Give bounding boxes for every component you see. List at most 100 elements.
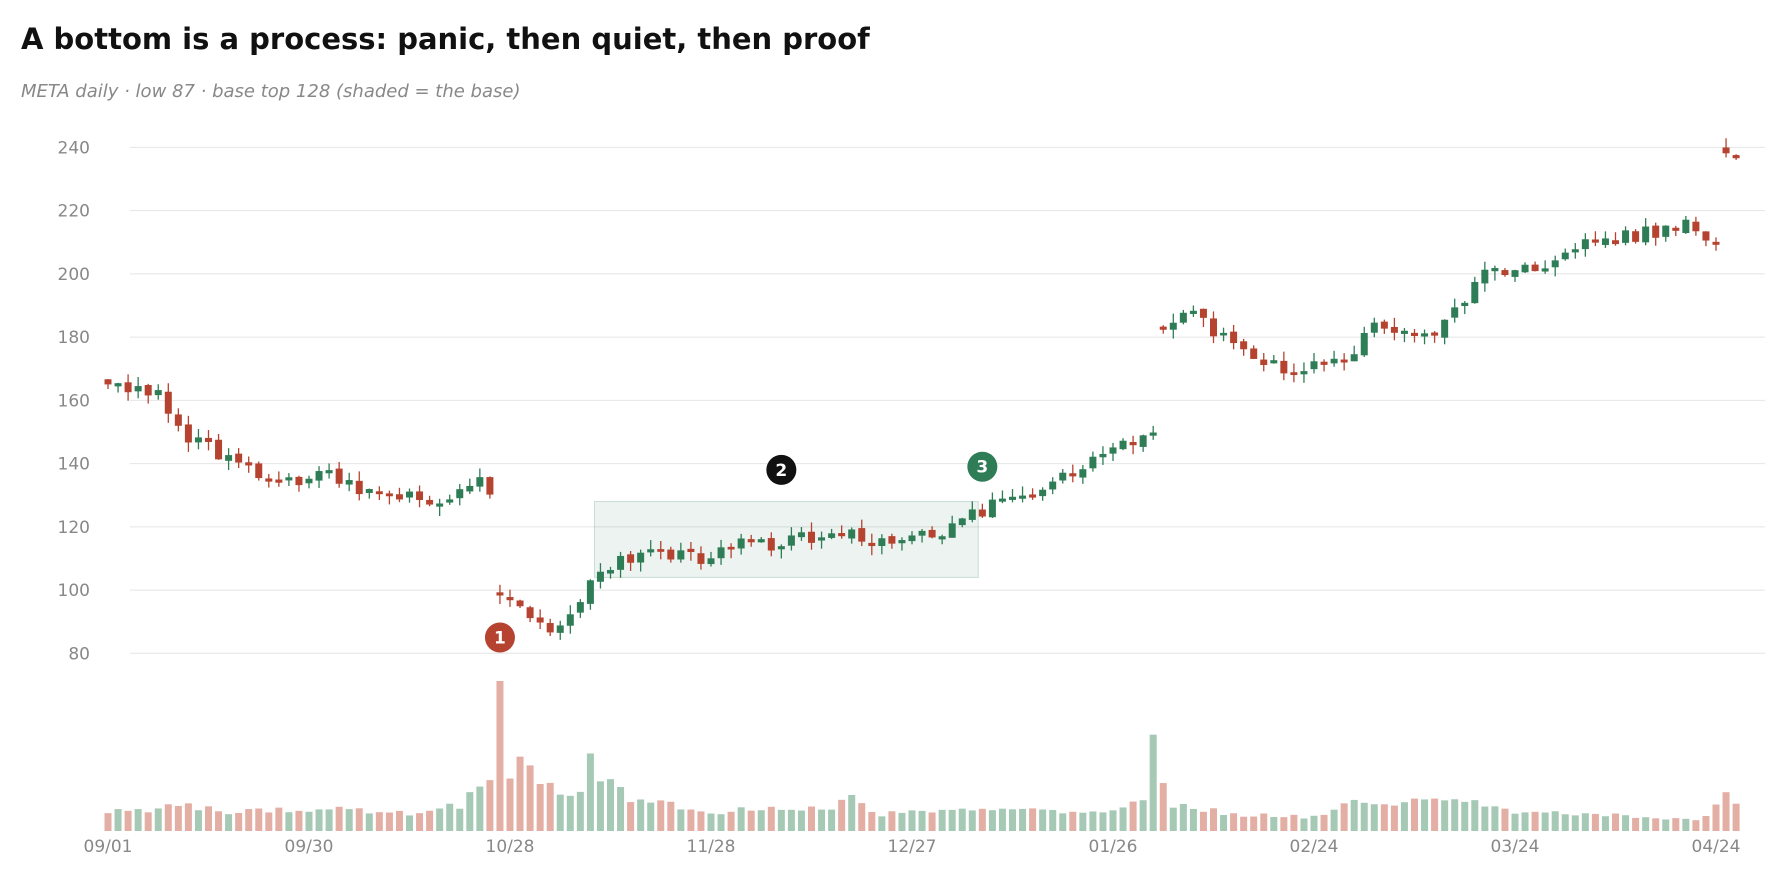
volume-bar: [1561, 814, 1569, 831]
volume-bar: [1320, 814, 1328, 831]
candle-body: [1672, 227, 1680, 231]
candle-body: [1149, 432, 1157, 436]
base-layer: [593, 501, 979, 578]
candle-body: [1210, 318, 1217, 337]
candle-body: [416, 491, 424, 501]
volume-bar: [1652, 818, 1660, 831]
volume-bar: [1199, 811, 1207, 831]
candle-body: [516, 600, 524, 607]
y-tick-label: 80: [68, 644, 90, 664]
candle-body: [1350, 354, 1358, 362]
volume-bar: [767, 806, 775, 831]
candle-body: [757, 539, 765, 543]
volume-bar: [1139, 800, 1147, 831]
candle-body: [1652, 225, 1660, 238]
candle-body: [948, 523, 956, 538]
volume-bar: [194, 810, 202, 831]
candle-body: [406, 491, 413, 498]
volume-bar: [1220, 814, 1228, 831]
volume-bar: [114, 809, 122, 831]
volume-bar: [154, 808, 162, 831]
volume-bar: [1280, 817, 1288, 831]
volume-bar: [1370, 804, 1378, 831]
volume-bar: [908, 810, 916, 831]
candle-body: [566, 614, 574, 626]
chart-title: A bottom is a process: panic, then quiet…: [21, 22, 870, 56]
volume-bar: [345, 809, 353, 831]
candle-body: [727, 546, 735, 550]
candle-body: [345, 480, 353, 485]
candle-body: [1702, 231, 1710, 241]
candle-body: [1310, 361, 1318, 370]
volume-bar: [134, 809, 142, 831]
candle-body: [938, 536, 946, 540]
volume-bar: [1411, 798, 1418, 831]
volume-bar: [295, 810, 303, 831]
x-tick-label: 12/27: [888, 837, 937, 857]
volume-bar: [265, 812, 273, 831]
volume-bar: [1390, 805, 1398, 831]
volume-bar: [456, 808, 464, 831]
volume-bar: [1732, 803, 1740, 831]
volume-bar: [1451, 799, 1459, 831]
candle-body: [1129, 442, 1137, 446]
candle-body: [828, 533, 836, 538]
candle-body: [104, 379, 112, 385]
candle-body: [295, 476, 303, 486]
candle-body: [1290, 372, 1298, 376]
volume-bar: [556, 794, 564, 831]
volume-bar: [1441, 800, 1449, 831]
candles: [104, 138, 1740, 640]
candle-body: [305, 478, 313, 484]
candle-body: [657, 549, 665, 552]
y-tick-label: 220: [58, 202, 90, 222]
volume-bar: [1421, 799, 1429, 831]
x-tick-label: 02/24: [1290, 837, 1339, 857]
volume-bar: [1149, 734, 1157, 831]
volume-bar: [1380, 804, 1388, 831]
candle-body: [998, 498, 1006, 502]
candle-body: [617, 555, 625, 570]
candle-body: [124, 382, 132, 393]
grid-layer: [130, 146, 1765, 654]
chart-subtitle: META daily · low 87 · base top 128 (shad…: [21, 81, 521, 102]
volume-bar: [1511, 813, 1519, 831]
candle-body: [988, 499, 996, 518]
marker-circle: [484, 622, 515, 653]
volume-bar: [918, 810, 926, 831]
candle-body: [1471, 282, 1479, 304]
volume-bar: [576, 791, 584, 831]
candle-body: [556, 625, 564, 633]
volume-bar: [406, 815, 413, 831]
candle-body: [687, 548, 695, 553]
volume-bar: [1541, 812, 1549, 831]
volume-bar: [1551, 811, 1559, 831]
candle-body: [1109, 447, 1117, 454]
candle-body: [1099, 453, 1107, 458]
volume-bar: [1672, 818, 1680, 831]
base-shaded-region: [593, 501, 979, 578]
candle-body: [787, 535, 795, 546]
volume-bar: [305, 811, 313, 831]
candle-body: [958, 518, 966, 526]
candle-body: [797, 532, 805, 538]
volume-bar: [436, 808, 444, 831]
candle-body: [1411, 332, 1418, 336]
volume-bar: [1632, 817, 1640, 831]
volume-bar: [878, 816, 886, 831]
candle-body: [456, 489, 464, 499]
volume-bar: [1089, 811, 1097, 831]
candle-body: [838, 533, 846, 537]
volume-bar: [1069, 811, 1077, 831]
volume-bar: [536, 784, 544, 831]
candle-body: [627, 554, 635, 563]
volume-bar: [1591, 813, 1599, 831]
volume-bar: [978, 808, 986, 831]
candle-body: [466, 485, 474, 492]
candle-body: [1511, 270, 1519, 277]
volume-bar: [777, 809, 785, 831]
volume-bar: [667, 801, 675, 831]
candle-body: [335, 468, 343, 484]
candle-body: [677, 550, 685, 560]
candle-body: [235, 453, 243, 463]
